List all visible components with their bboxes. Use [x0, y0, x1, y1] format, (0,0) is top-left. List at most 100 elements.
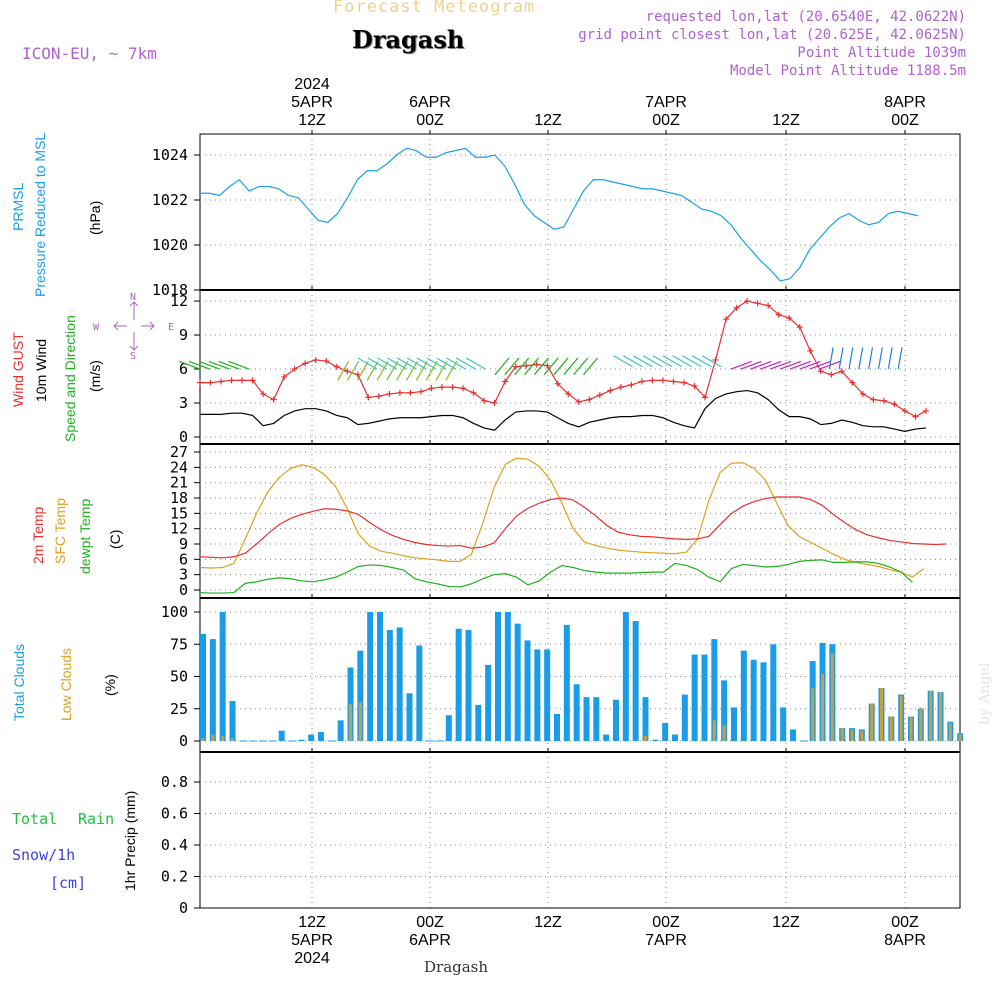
low-cloud-bar	[939, 691, 942, 741]
time-tick-line: 12Z	[772, 112, 800, 129]
precip-snow-label: Snow/1h	[12, 846, 76, 864]
y-tick-label: 3	[179, 566, 188, 584]
low-cloud-bar	[880, 688, 883, 741]
gust-marker	[744, 298, 751, 305]
wind-direction-arrow	[848, 347, 854, 370]
total-cloud-bar	[760, 662, 767, 741]
y-tick-label: 15	[170, 504, 188, 522]
y-tick-label: 100	[161, 603, 188, 621]
time-tick-line: 12Z	[534, 112, 562, 129]
low-cloud-bar	[948, 722, 952, 741]
low-cloud-bar	[811, 688, 815, 741]
wind-direction-arrow	[426, 357, 447, 370]
gust-marker	[859, 390, 866, 397]
wind-direction-arrow	[198, 360, 220, 370]
wind-direction-arrow	[887, 347, 893, 370]
time-tick-line: 7APR	[645, 94, 687, 111]
gust-marker	[754, 300, 761, 307]
time-tick-line: 8APR	[884, 94, 926, 111]
time-tick-label: 6APR 00Z	[390, 94, 470, 130]
wind-direction-arrow	[445, 360, 458, 381]
wind-direction-arrow	[366, 360, 379, 381]
low-cloud-bar	[644, 735, 647, 741]
wind-direction-arrow	[179, 360, 201, 370]
wind-direction-arrow	[553, 357, 569, 376]
gust-marker	[596, 392, 603, 399]
y-tick-label: 12	[170, 292, 188, 310]
wind-direction-arrow	[415, 360, 428, 381]
gust-marker	[239, 377, 246, 384]
gust-marker	[502, 378, 509, 385]
low-cloud-bar	[958, 734, 962, 741]
total-cloud-bar	[475, 704, 482, 741]
precip-rain-label: Rain	[78, 810, 115, 828]
wind-direction-arrow	[682, 355, 702, 368]
wind-direction-arrow	[543, 357, 559, 376]
low-cloud-bar	[722, 725, 726, 741]
time-tick-label: 12Z	[746, 914, 826, 932]
gust-marker	[375, 393, 382, 400]
total-cloud-bar	[534, 649, 541, 741]
total-cloud-bar	[298, 739, 305, 741]
gust-marker	[396, 389, 403, 396]
time-tick-line: 00Z	[891, 914, 919, 931]
low-cloud-bar	[830, 653, 834, 741]
gust-marker	[786, 315, 793, 322]
gust-marker	[281, 373, 288, 380]
y-tick-label: 12	[170, 520, 188, 538]
gust-marker	[470, 389, 477, 396]
wind-direction-arrow	[494, 357, 510, 376]
panel-frame	[199, 751, 961, 909]
wind-direction-arrow	[188, 360, 211, 370]
total-cloud-bar	[377, 612, 383, 741]
time-tick-line: 7APR	[645, 932, 687, 949]
gust-marker	[460, 385, 467, 392]
wind-direction-arrow	[809, 360, 831, 370]
wind-direction-arrow	[357, 357, 378, 370]
model-altitude: Model Point Altitude 1188.5m	[729, 63, 966, 79]
compass-n: N	[130, 292, 136, 303]
gust-marker	[775, 311, 782, 318]
total-cloud-bar	[652, 739, 659, 741]
total-cloud-bar	[504, 612, 511, 741]
gust-marker	[407, 389, 414, 396]
gust-marker	[680, 379, 687, 386]
gust-marker	[575, 398, 582, 405]
gust-marker	[260, 390, 267, 397]
wind-direction-arrow	[376, 360, 389, 381]
gust-marker	[712, 356, 719, 363]
gust-marker	[417, 388, 424, 395]
total-cloud-bar	[721, 680, 728, 741]
wind-direction-arrow	[524, 357, 540, 376]
y-tick-label: 1024	[152, 146, 188, 164]
wind-direction-arrow	[623, 355, 643, 368]
total-cloud-bar	[445, 715, 452, 741]
requested-coords: requested lon,lat (20.6540E, 42.0622N)	[645, 9, 966, 25]
wind-direction-arrow	[455, 357, 476, 370]
wind-direction-arrow	[228, 360, 250, 370]
gust-marker	[386, 390, 393, 397]
wind-direction-arrow	[701, 355, 722, 368]
total-cloud-bar	[308, 734, 315, 741]
total-cloud-bar	[701, 654, 708, 741]
time-tick-line: 00Z	[652, 914, 680, 931]
wind-direction-arrow	[406, 357, 427, 370]
wind-direction-arrow	[346, 360, 360, 381]
y-tick-label: 0.8	[161, 773, 188, 791]
total-cloud-bar	[642, 697, 649, 741]
wind-direction-arrow	[799, 360, 821, 370]
wind-direction-arrow	[337, 360, 350, 381]
wind-direction-arrow	[632, 355, 653, 368]
total-cloud-bar	[603, 734, 610, 741]
gust-marker	[828, 371, 835, 378]
time-tick-line: 6APR	[409, 94, 451, 111]
time-tick-label: 00Z 8APR	[865, 914, 945, 950]
wind-direction-arrow	[858, 347, 864, 370]
temp-2m-line	[199, 496, 947, 559]
panel-frame	[199, 133, 961, 291]
total-cloud-bar	[465, 630, 472, 741]
wind-direction-arrow	[642, 355, 663, 368]
wind-direction-arrow	[691, 355, 712, 368]
total-cloud-bar	[770, 644, 777, 741]
